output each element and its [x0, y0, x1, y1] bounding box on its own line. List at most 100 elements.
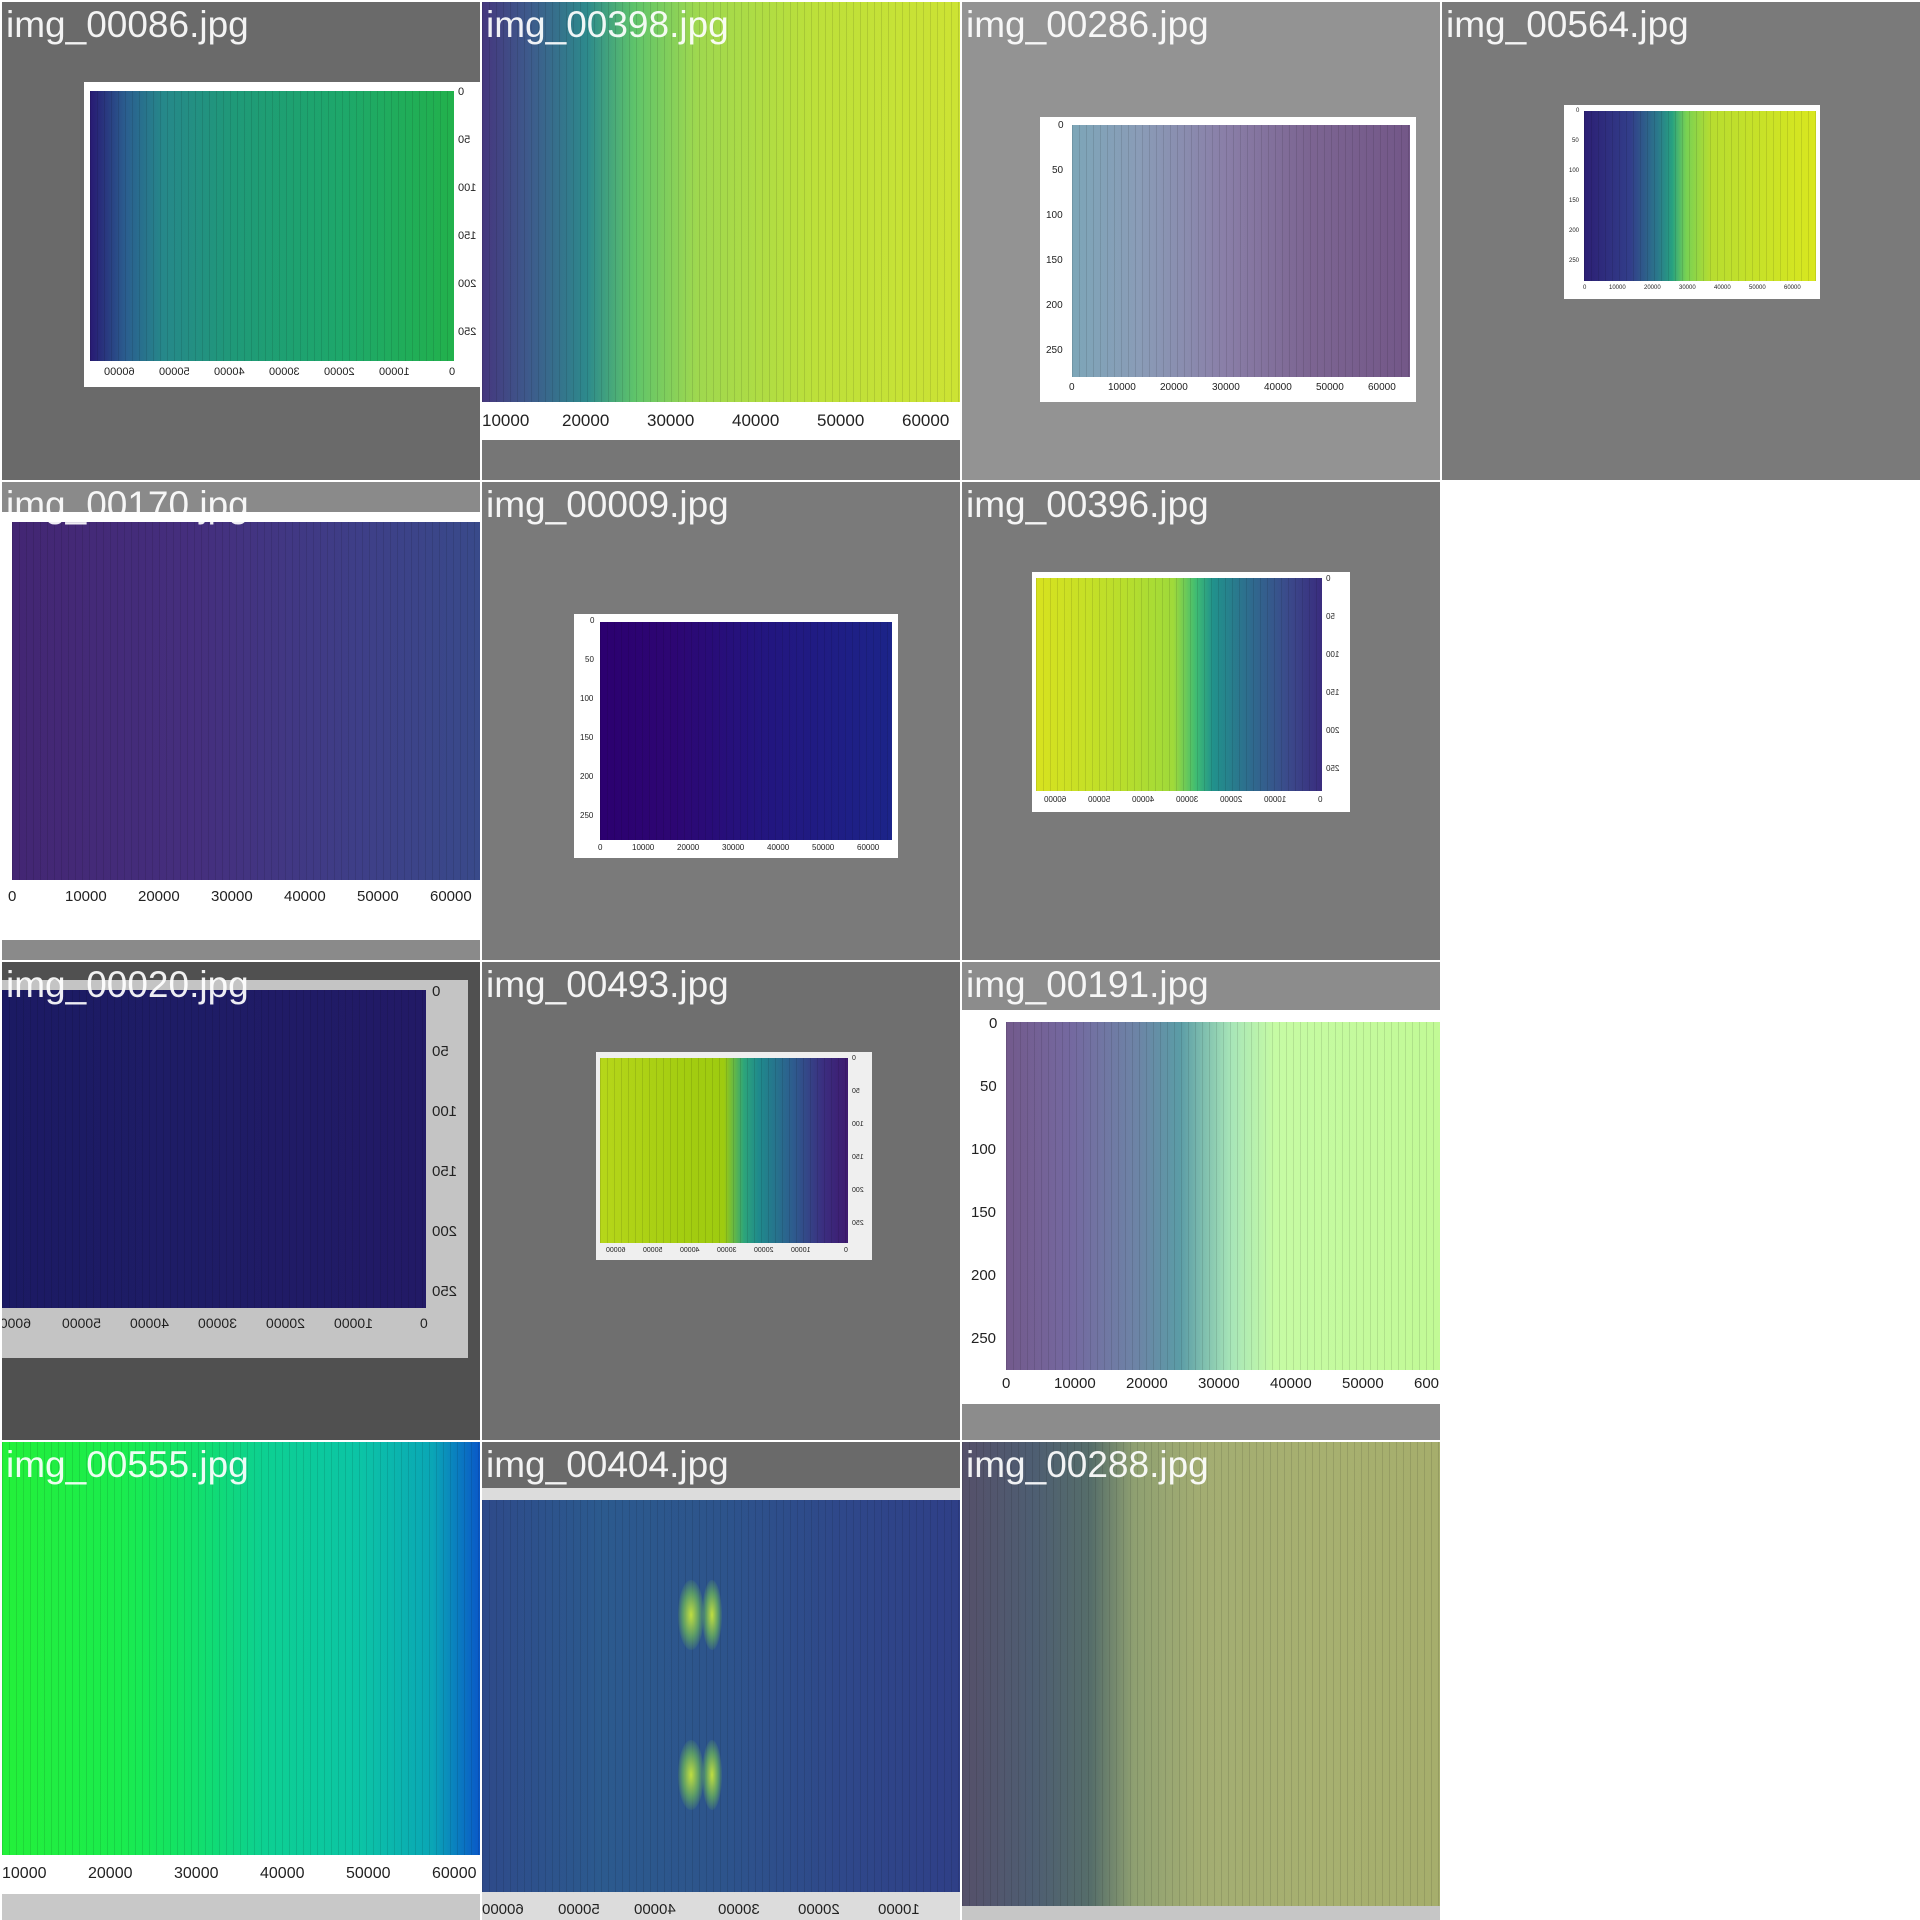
x-tick: 600: [1414, 1375, 1440, 1392]
y-tick: 200: [458, 278, 477, 290]
thumbnail-tile[interactable]: img_00009.jpg 0 50 100 150 200 250 0 100…: [482, 482, 960, 960]
x-tick: 20000: [138, 888, 180, 905]
y-tick: 200: [1569, 228, 1580, 234]
plot-frame: 10000 20000 30000 40000 50000 60000: [2, 1442, 480, 1894]
y-tick: 150: [432, 1163, 458, 1180]
x-tick: 60000: [2, 1315, 31, 1331]
plot-frame: 0 50 100 150 200 250 0 10000 20000 30000…: [1564, 105, 1820, 299]
x-tick: 50000: [62, 1315, 101, 1331]
x-tick: 50000: [357, 888, 399, 905]
x-tick: 30000: [1212, 382, 1240, 393]
thumbnail-filename: img_00286.jpg: [966, 4, 1209, 45]
thumbnail-tile[interactable]: img_00086.jpg 0 50 100 150 200 250 60000…: [2, 2, 480, 480]
heatmap: [2, 990, 426, 1308]
x-tick: 40000: [284, 888, 326, 905]
x-tick: 0: [8, 888, 17, 905]
thumbnail-tile[interactable]: img_00564.jpg 0 50 100 150 200 250 0 100…: [1442, 2, 1920, 480]
plot-frame: 0 10000 20000 30000 40000 50000 60000: [2, 512, 480, 940]
x-tick: 0: [1583, 285, 1587, 291]
y-tick: 100: [1326, 650, 1340, 659]
heatmap: [2, 1442, 480, 1855]
x-axis-strip: [962, 1906, 1440, 1920]
heatmap: [1072, 125, 1410, 377]
thumbnail-tile[interactable]: img_00286.jpg 0 50 100 150 200 250 0 100…: [962, 2, 1440, 480]
x-tick: 40000: [1264, 382, 1292, 393]
plot-frame: 0 50 100 150 200 250 60000 50000 40000 3…: [596, 1052, 872, 1260]
thumbnail-tile[interactable]: img_00288.jpg: [962, 1442, 1440, 1920]
heatmap: [600, 1058, 848, 1243]
thumbnail-filename: img_00170.jpg: [6, 484, 249, 525]
x-tick: 30000: [717, 1247, 737, 1254]
x-tick: 20000: [798, 1901, 840, 1918]
x-tick: 50000: [159, 366, 190, 378]
x-tick: 40000: [767, 843, 790, 852]
thumbnail-filename: img_00191.jpg: [966, 964, 1209, 1005]
x-tick: 30000: [269, 366, 300, 378]
x-tick: 10000: [1108, 382, 1136, 393]
y-tick: 0: [852, 1055, 856, 1062]
x-tick: 60000: [902, 411, 950, 430]
x-tick: 10000: [379, 366, 410, 378]
x-tick: 40000: [634, 1901, 676, 1918]
thumbnail-tile[interactable]: img_00404.jpg 60000 50000 40000 30000 20…: [482, 1442, 960, 1920]
thumbnail-filename: img_00288.jpg: [966, 1444, 1209, 1485]
heatmap: [482, 1500, 960, 1892]
x-tick: 40000: [1132, 795, 1155, 804]
x-tick: 20000: [1220, 795, 1243, 804]
x-tick: 20000: [677, 843, 700, 852]
y-tick: 250: [852, 1220, 864, 1227]
thumbnail-filename: img_00404.jpg: [486, 1444, 729, 1485]
x-tick: 30000: [211, 888, 253, 905]
y-tick: 200: [432, 1223, 458, 1240]
x-tick: 30000: [198, 1315, 237, 1331]
x-tick: 50000: [558, 1901, 600, 1918]
thumbnail-tile[interactable]: img_00170.jpg 0 10000 20000 30000 40000 …: [2, 482, 480, 960]
x-tick: 40000: [732, 411, 780, 430]
x-tick: 40000: [1714, 285, 1731, 291]
plot-frame: 0 50 100 150 200 250 0 10000 20000 30000…: [1040, 117, 1416, 402]
x-tick: 20000: [1644, 285, 1661, 291]
thumbnail-tile[interactable]: img_00493.jpg 0 50 100 150 200 250 60000…: [482, 962, 960, 1440]
thumbnail-tile[interactable]: img_00020.jpg 0 50 100 150 200 250 60000…: [2, 962, 480, 1440]
y-tick: 200: [971, 1267, 997, 1284]
signal-blob: [678, 1740, 704, 1810]
x-tick: 30000: [1176, 795, 1199, 804]
x-tick: 20000: [562, 411, 610, 430]
x-tick: 40000: [130, 1315, 169, 1331]
y-tick: 100: [1569, 168, 1580, 174]
x-tick: 20000: [266, 1315, 305, 1331]
y-tick: 150: [458, 230, 477, 242]
y-tick: 250: [1046, 345, 1063, 356]
x-tick: 50000: [1088, 795, 1111, 804]
x-tick: 60000: [606, 1247, 626, 1254]
thumbnail-tile[interactable]: img_00555.jpg 10000 20000 30000 40000 50…: [2, 1442, 480, 1920]
x-tick: 20000: [1160, 382, 1188, 393]
x-tick: 10000: [482, 411, 530, 430]
y-tick: 250: [1569, 258, 1580, 264]
y-tick: 100: [971, 1141, 997, 1158]
x-tick: 40000: [1270, 1375, 1312, 1392]
x-tick: 40000: [214, 366, 245, 378]
y-tick: 250: [1326, 764, 1340, 773]
y-tick: 200: [852, 1187, 864, 1194]
y-tick: 50: [458, 134, 471, 146]
thumbnail-filename: img_00009.jpg: [486, 484, 729, 525]
y-tick: 250: [580, 811, 594, 820]
heatmap: [482, 2, 960, 402]
y-tick: 250: [458, 326, 477, 338]
x-tick: 40000: [680, 1247, 700, 1254]
x-tick: 30000: [647, 411, 695, 430]
x-tick: 30000: [718, 1901, 760, 1918]
thumbnail-filename: img_00493.jpg: [486, 964, 729, 1005]
thumbnail-tile[interactable]: img_00398.jpg 10000 20000 30000 40000 50…: [482, 2, 960, 480]
y-tick: 150: [971, 1204, 997, 1221]
heatmap: [1036, 578, 1322, 791]
x-tick: 20000: [324, 366, 355, 378]
thumbnail-tile[interactable]: img_00191.jpg 0 50 100 150 200 250 0 100…: [962, 962, 1440, 1440]
signal-blob: [702, 1580, 722, 1650]
heatmap: [90, 91, 454, 361]
y-tick: 0: [590, 616, 595, 625]
thumbnail-tile[interactable]: img_00396.jpg 0 50 100 150 200 250 60000…: [962, 482, 1440, 960]
x-tick: 10000: [65, 888, 107, 905]
plot-frame: 0 50 100 150 200 250 60000 50000 40000 3…: [1032, 572, 1350, 812]
